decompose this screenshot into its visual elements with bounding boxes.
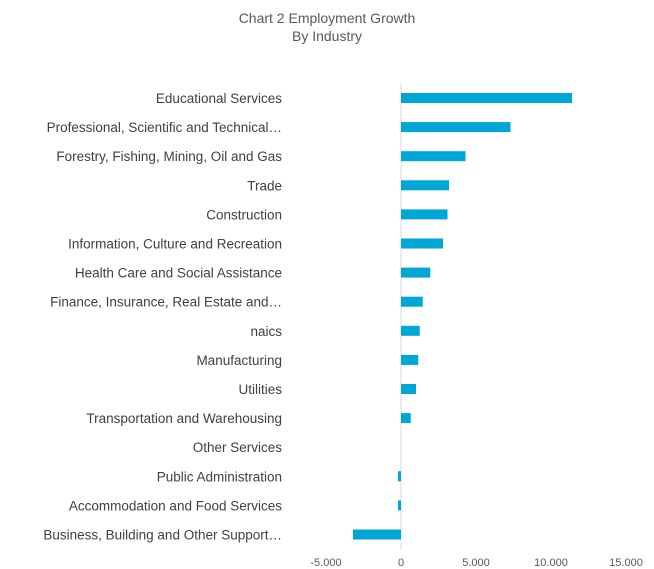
- bar: [401, 93, 572, 103]
- category-label: Information, Culture and Recreation: [68, 237, 282, 252]
- category-label: Trade: [247, 178, 282, 193]
- category-label: Professional, Scientific and Technical…: [47, 120, 282, 135]
- bar: [401, 151, 466, 162]
- bar: [398, 500, 401, 511]
- x-tick-label: 15.000: [609, 557, 643, 569]
- chart-subtitle: By Industry: [291, 28, 363, 44]
- bar: [401, 209, 448, 220]
- category-label: Health Care and Social Assistance: [75, 266, 282, 281]
- x-tick-label: 0: [398, 557, 404, 569]
- category-label: Utilities: [238, 382, 282, 397]
- bar: [401, 325, 420, 336]
- chart-title: Chart 2 Employment Growth: [238, 10, 416, 26]
- category-label: Construction: [206, 207, 282, 222]
- category-label: Transportation and Warehousing: [86, 411, 282, 426]
- bar: [401, 384, 416, 394]
- x-tick-label: 5.000: [462, 557, 490, 569]
- category-label: Forestry, Fishing, Mining, Oil and Gas: [56, 149, 282, 164]
- bar: [353, 529, 401, 540]
- category-label: Manufacturing: [196, 353, 282, 368]
- category-label: Educational Services: [156, 91, 282, 106]
- category-label: Accommodation and Food Services: [69, 498, 282, 513]
- bar: [401, 122, 511, 133]
- category-label: Other Services: [193, 440, 283, 455]
- category-label: Public Administration: [157, 469, 282, 484]
- category-label: Business, Building and Other Support…: [43, 528, 282, 543]
- category-label: naics: [250, 324, 282, 339]
- bar: [401, 238, 443, 249]
- bar: [401, 180, 449, 191]
- bar: [401, 267, 431, 278]
- bar: [398, 471, 401, 482]
- category-label: Finance, Insurance, Real Estate and…: [50, 295, 282, 310]
- bar: [401, 413, 411, 424]
- x-tick-label: -5.000: [310, 557, 341, 569]
- x-tick-label: 10.000: [534, 557, 568, 569]
- bar: [401, 296, 423, 307]
- bar: [401, 354, 419, 365]
